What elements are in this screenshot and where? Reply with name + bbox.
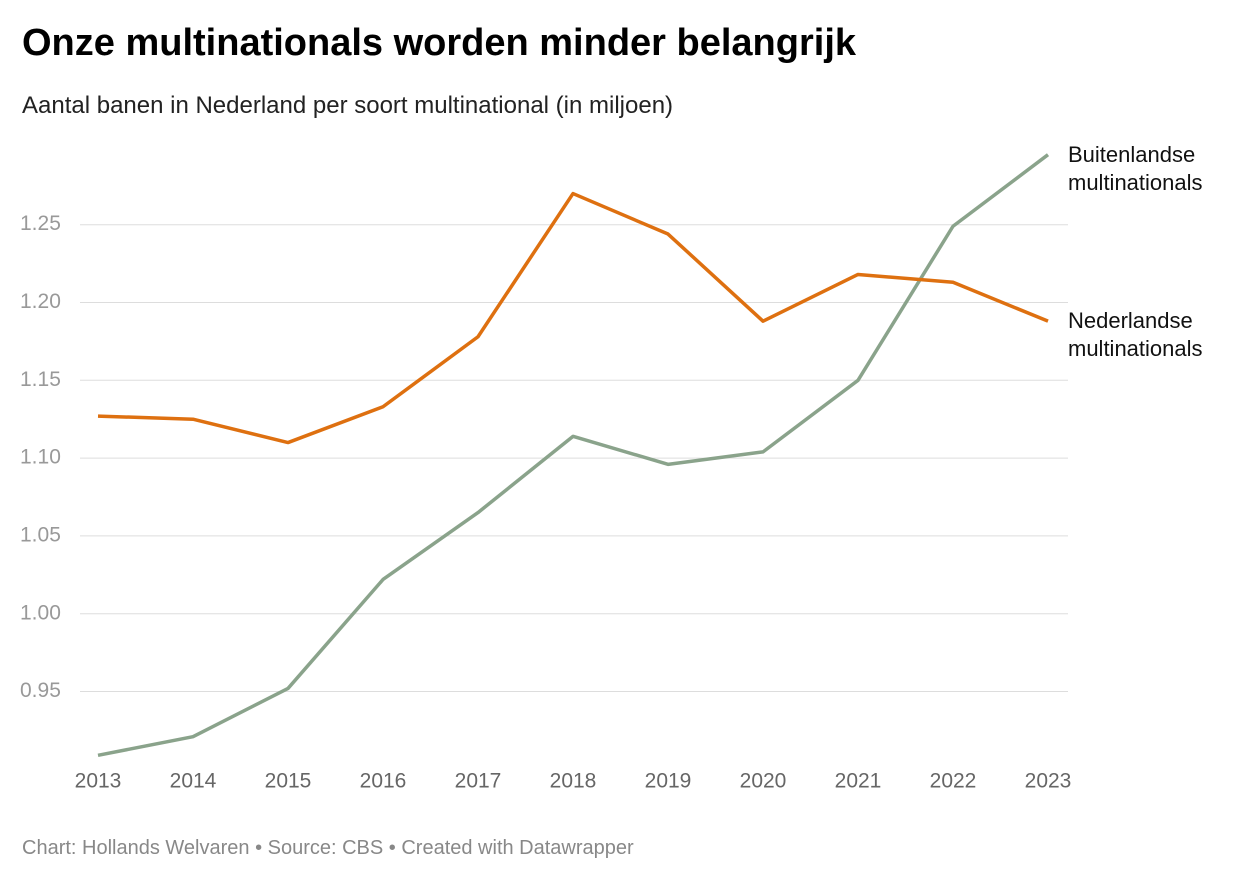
- x-tick-label: 2016: [360, 770, 407, 793]
- chart-footer: Chart: Hollands Welvaren • Source: CBS •…: [22, 837, 634, 859]
- x-tick-label: 2021: [835, 770, 882, 793]
- y-tick-label: 1.10: [20, 446, 61, 469]
- series-label: Buitenlandse multinationals: [1068, 141, 1203, 195]
- x-tick-label: 2019: [645, 770, 692, 793]
- x-tick-label: 2017: [455, 770, 502, 793]
- x-tick-label: 2023: [1025, 770, 1072, 793]
- x-tick-label: 2015: [265, 770, 312, 793]
- series-label: Nederlandse multinationals: [1068, 308, 1203, 362]
- x-tick-label: 2014: [170, 770, 217, 793]
- y-tick-label: 0.95: [20, 679, 61, 702]
- series-line: [97, 191, 1049, 445]
- chart-subtitle: Aantal banen in Nederland per soort mult…: [22, 92, 674, 119]
- y-tick-label: 1.00: [20, 601, 61, 624]
- y-tick-label: 1.25: [20, 212, 61, 235]
- y-tick-label: 1.20: [20, 290, 61, 313]
- x-tick-label: 2013: [75, 770, 122, 793]
- x-tick-label: 2020: [740, 770, 787, 793]
- y-tick-label: 1.15: [20, 368, 61, 391]
- y-tick-label: 1.05: [20, 523, 61, 546]
- series-line: [97, 153, 1050, 758]
- chart-title: Onze multinationals worden minder belang…: [22, 22, 857, 64]
- x-tick-label: 2022: [930, 770, 977, 793]
- x-tick-label: 2018: [550, 770, 597, 793]
